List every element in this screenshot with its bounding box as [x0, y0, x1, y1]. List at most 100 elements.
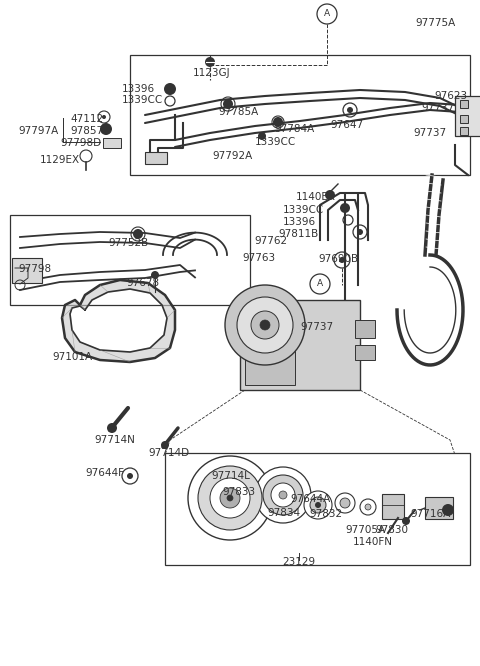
Text: 97705A: 97705A: [345, 525, 385, 535]
Bar: [382, 494, 404, 519]
Text: 97714L: 97714L: [211, 471, 250, 481]
Text: 97716A: 97716A: [410, 509, 450, 519]
Circle shape: [402, 517, 410, 525]
Text: 1339CC: 1339CC: [122, 95, 163, 105]
Bar: [245, 305, 295, 345]
Circle shape: [237, 297, 293, 353]
Text: 97647: 97647: [330, 120, 363, 130]
Circle shape: [360, 499, 376, 515]
Text: 1140EX: 1140EX: [296, 192, 336, 202]
Circle shape: [198, 466, 262, 530]
Circle shape: [220, 488, 240, 508]
Circle shape: [107, 423, 117, 433]
Text: 97762: 97762: [254, 236, 287, 246]
Circle shape: [205, 57, 215, 67]
Bar: [103, 138, 121, 148]
Text: A: A: [324, 9, 330, 19]
Text: 1339CC: 1339CC: [283, 205, 324, 215]
Circle shape: [260, 320, 270, 330]
Bar: [12, 258, 42, 283]
Circle shape: [100, 123, 112, 135]
Text: 97792A: 97792A: [212, 151, 252, 161]
Text: 97857: 97857: [70, 126, 103, 136]
Circle shape: [273, 117, 283, 127]
Text: A: A: [317, 280, 323, 288]
Polygon shape: [62, 280, 175, 362]
Text: 1339CC: 1339CC: [255, 137, 296, 147]
Text: 97690B: 97690B: [318, 254, 358, 264]
Text: 1123GJ: 1123GJ: [193, 68, 230, 78]
Circle shape: [210, 478, 250, 518]
Text: 97832: 97832: [309, 509, 342, 519]
Circle shape: [442, 504, 454, 516]
Circle shape: [258, 132, 266, 140]
Bar: [355, 345, 375, 360]
Text: 97737: 97737: [413, 128, 446, 138]
Bar: [130, 55, 470, 175]
Circle shape: [325, 190, 335, 200]
Text: 97678: 97678: [126, 278, 159, 288]
Bar: [145, 152, 167, 164]
Text: 97798D: 97798D: [60, 138, 101, 148]
Text: 97752B: 97752B: [108, 238, 148, 248]
Bar: [460, 100, 468, 108]
Circle shape: [127, 473, 133, 479]
Circle shape: [188, 456, 272, 540]
Text: 13396: 13396: [283, 217, 316, 227]
Circle shape: [225, 285, 305, 365]
Text: 97833: 97833: [222, 487, 255, 497]
Text: 97830: 97830: [375, 525, 408, 535]
Text: 97784A: 97784A: [274, 124, 314, 134]
Text: 97714D: 97714D: [148, 448, 189, 458]
Text: 1129EX: 1129EX: [40, 155, 80, 165]
Circle shape: [151, 271, 159, 279]
Circle shape: [223, 99, 233, 109]
Bar: [355, 320, 375, 338]
Circle shape: [279, 491, 287, 499]
Text: 97737: 97737: [421, 103, 454, 113]
Circle shape: [315, 502, 321, 508]
Circle shape: [251, 311, 279, 339]
Text: 97623: 97623: [434, 91, 467, 101]
Circle shape: [339, 257, 345, 263]
Bar: [165, 453, 470, 565]
Text: 97775A: 97775A: [415, 18, 455, 28]
Circle shape: [263, 475, 303, 515]
Text: 97834: 97834: [267, 508, 300, 518]
Text: 97798: 97798: [18, 264, 51, 274]
Circle shape: [340, 498, 350, 508]
Text: 97101A: 97101A: [52, 352, 92, 362]
Circle shape: [102, 115, 106, 119]
Text: 23129: 23129: [282, 557, 315, 567]
Circle shape: [271, 483, 295, 507]
Circle shape: [357, 229, 363, 235]
Circle shape: [161, 441, 169, 449]
Bar: [425, 497, 453, 519]
Text: 97811B: 97811B: [278, 229, 318, 239]
Text: 97797A: 97797A: [18, 126, 58, 136]
Bar: [460, 115, 468, 123]
Text: 47112: 47112: [70, 114, 103, 124]
Circle shape: [133, 229, 143, 239]
Text: 97785A: 97785A: [218, 107, 258, 117]
Text: 97763: 97763: [242, 253, 275, 263]
Circle shape: [365, 504, 371, 510]
Text: 97644F: 97644F: [85, 468, 124, 478]
Text: 97737: 97737: [300, 322, 333, 332]
Circle shape: [227, 495, 233, 501]
Text: 1140FN: 1140FN: [353, 537, 393, 547]
Bar: [460, 127, 468, 135]
Bar: [240, 300, 360, 390]
Circle shape: [335, 493, 355, 513]
Bar: [455, 96, 480, 136]
Text: 13396: 13396: [122, 84, 155, 94]
Text: 97644A: 97644A: [290, 494, 330, 504]
Circle shape: [310, 497, 326, 513]
Bar: [10, 215, 250, 305]
Circle shape: [340, 203, 350, 213]
Text: 97714N: 97714N: [94, 435, 135, 445]
Circle shape: [304, 491, 332, 519]
Circle shape: [347, 107, 353, 113]
Circle shape: [255, 467, 311, 523]
Bar: [245, 350, 295, 385]
